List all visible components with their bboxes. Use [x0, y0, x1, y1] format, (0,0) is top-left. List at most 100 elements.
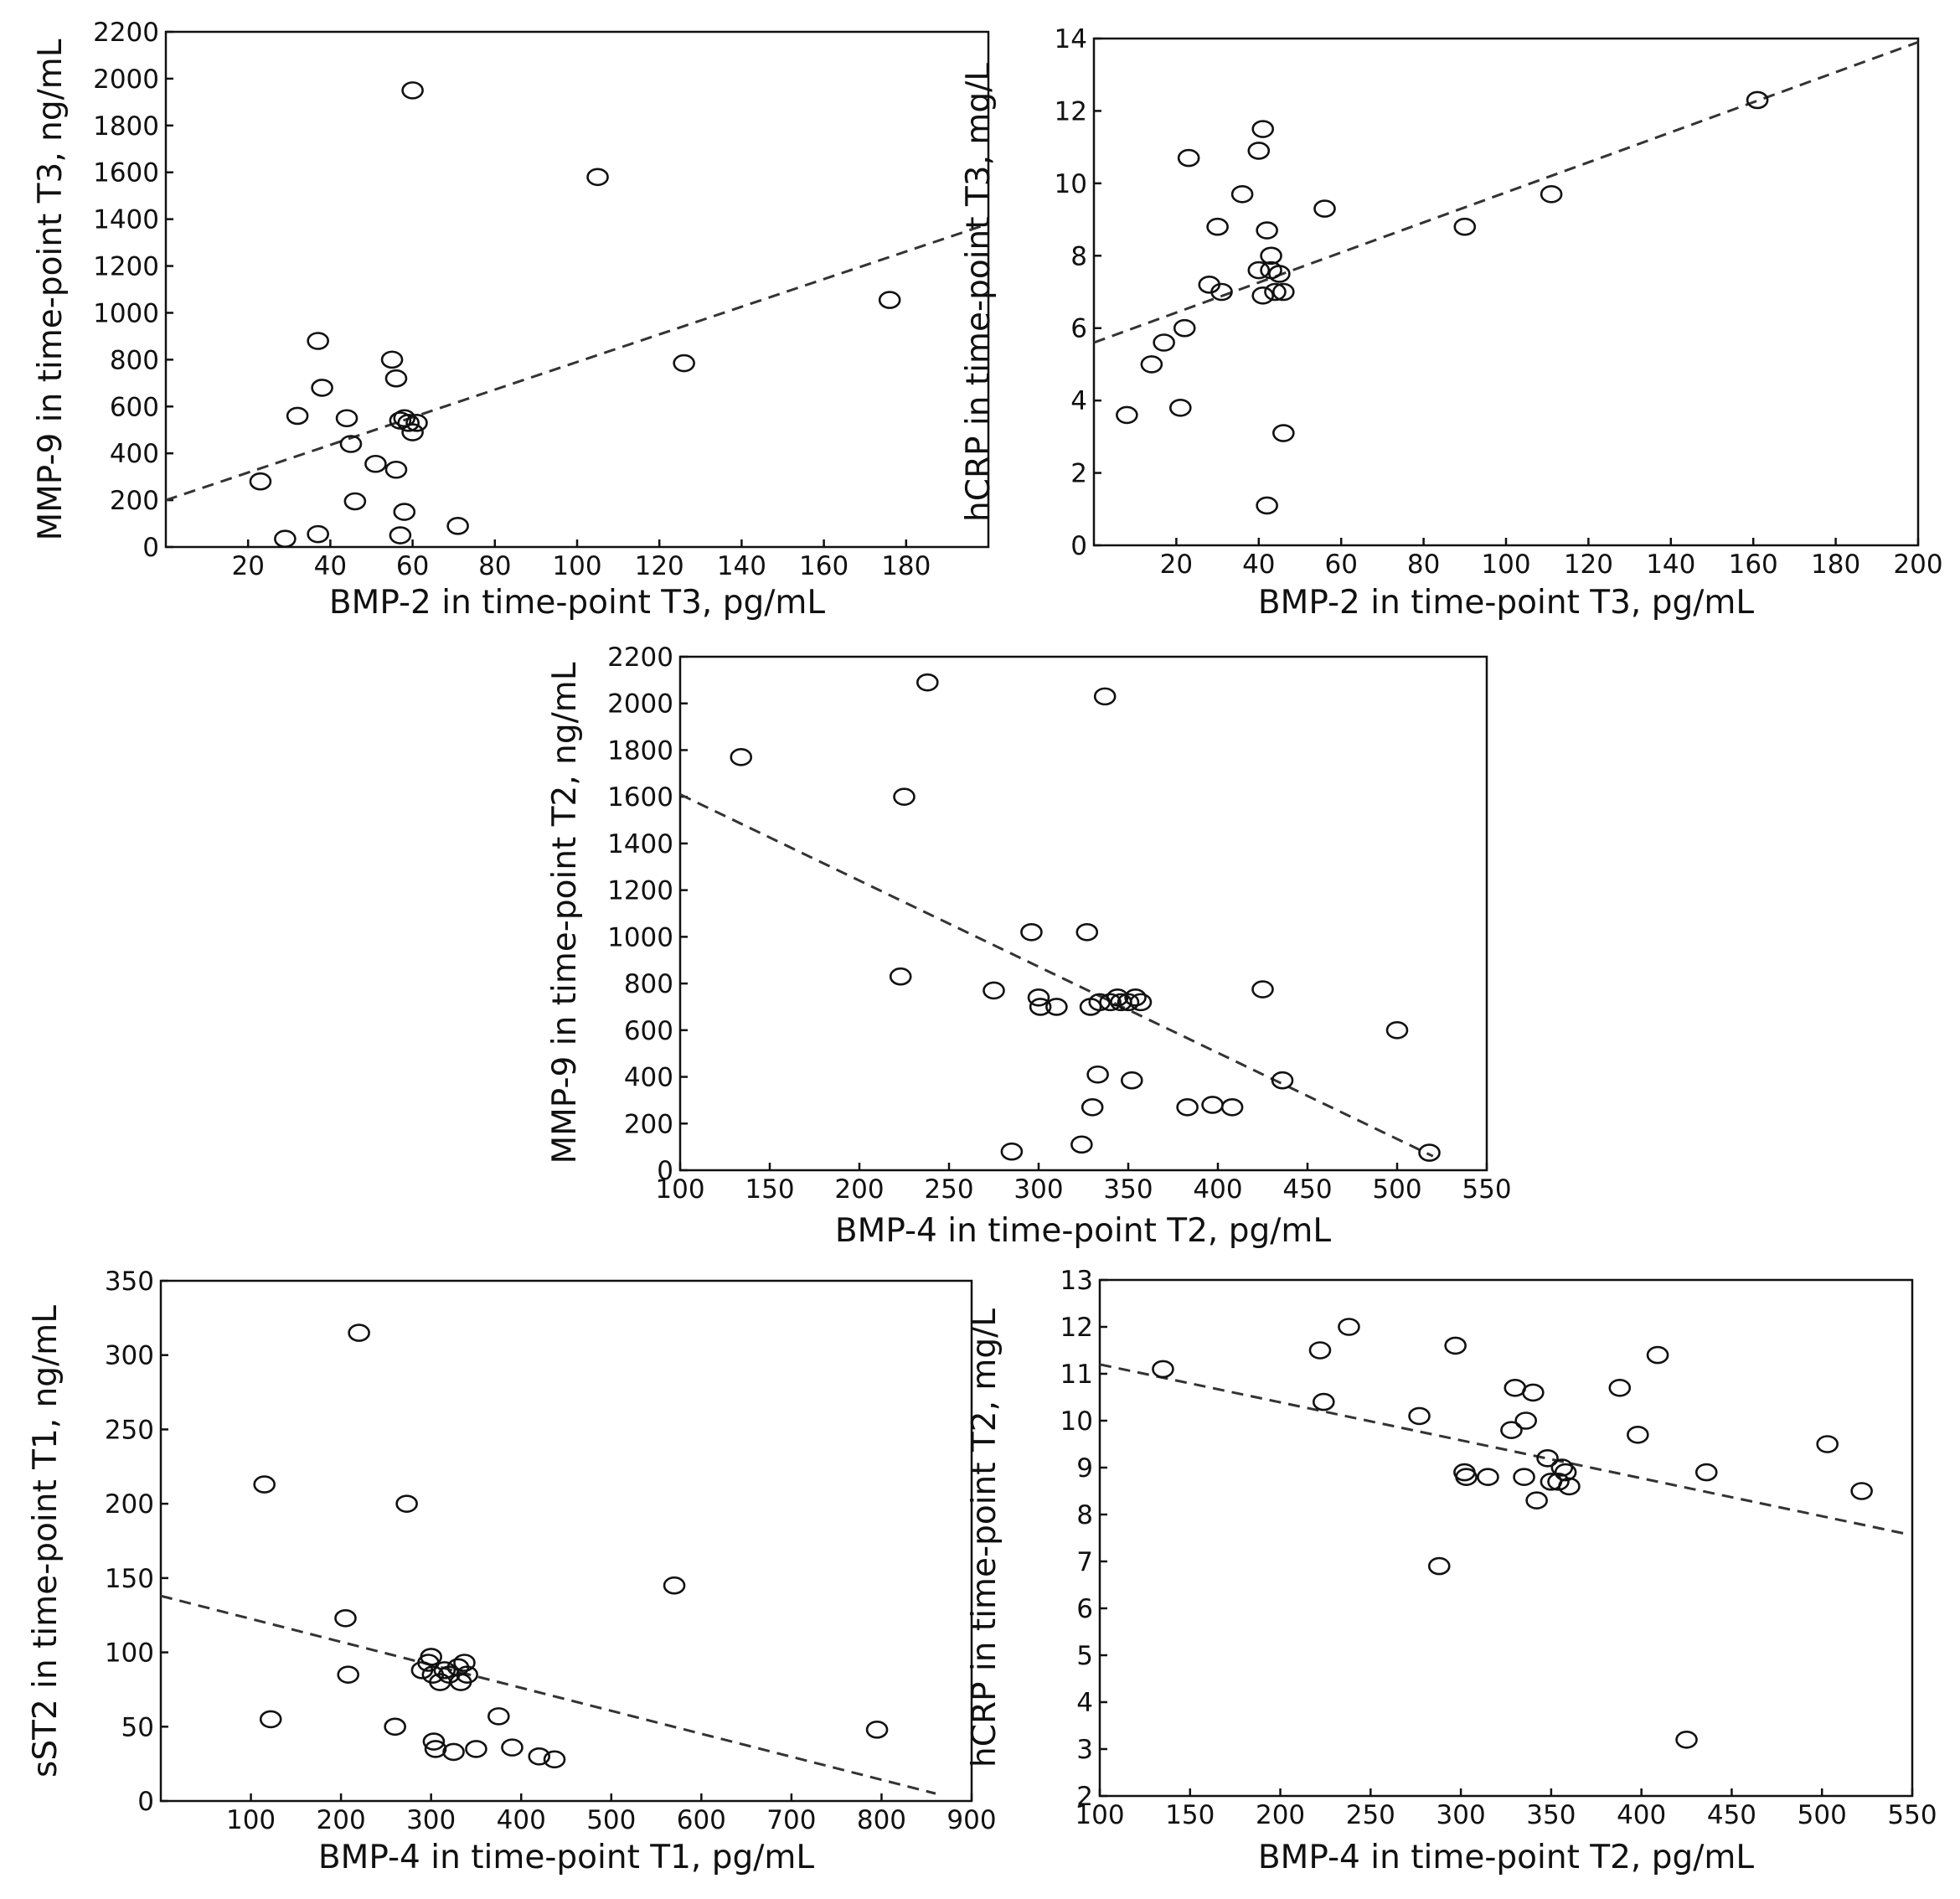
- y-axis-label: sST2 in time-point T1, ng/mL: [27, 1305, 64, 1778]
- y-tick-label: 1600: [93, 158, 159, 188]
- x-tick-label: 350: [1103, 1174, 1153, 1205]
- y-tick-label: 10: [1060, 1406, 1093, 1437]
- data-point: [1550, 1458, 1574, 1477]
- y-tick-label: 200: [624, 1109, 673, 1139]
- data-point: [1247, 142, 1271, 160]
- data-point: [422, 1732, 446, 1751]
- data-point: [1608, 1379, 1632, 1397]
- y-tick-label: 250: [105, 1415, 154, 1445]
- x-tick-label: 120: [1564, 550, 1613, 580]
- data-point: [1129, 993, 1153, 1012]
- data-point: [543, 1750, 566, 1769]
- data-point: [1247, 261, 1271, 280]
- plot-frame: [1098, 1278, 1914, 1798]
- y-tick-label: 12: [1055, 96, 1087, 126]
- data-point: [1153, 333, 1175, 352]
- data-point: [1746, 90, 1769, 110]
- x-tick-label: 150: [745, 1174, 794, 1205]
- x-tick-label: 200: [1256, 1800, 1305, 1830]
- data-point: [1116, 405, 1138, 425]
- data-point: [456, 1665, 478, 1684]
- data-point: [1070, 1135, 1093, 1154]
- plot-frame: [159, 1279, 973, 1803]
- data-point: [1408, 1406, 1431, 1426]
- x-tick-label: 400: [497, 1805, 546, 1835]
- data-point: [424, 1740, 447, 1758]
- data-point: [1427, 1556, 1451, 1576]
- x-tick-label: 100: [226, 1805, 276, 1835]
- data-point: [1173, 318, 1196, 338]
- x-tick-label: 20: [1160, 550, 1193, 580]
- trend-line: [1099, 1363, 1904, 1535]
- chart-panel-2: 20 40 60 80 100 120 140 160 180 200 0 2 4 6 8 10 12 14 BMP…: [960, 24, 1943, 622]
- x-tick-label: 100: [1481, 550, 1530, 580]
- data-point: [1027, 988, 1050, 1007]
- data-point: [1124, 988, 1147, 1007]
- data-point: [1264, 282, 1287, 302]
- y-axis-label: hCRP in time-point T2, mg/L: [966, 1308, 1003, 1767]
- y-tick-label: 1400: [93, 205, 159, 235]
- x-tick-label: 60: [1324, 550, 1357, 580]
- data-point: [528, 1747, 551, 1766]
- x-axis-label: BMP-4 in time-point T2, pg/mL: [835, 1212, 1331, 1250]
- data-point: [889, 967, 912, 986]
- x-tick-label: 250: [924, 1174, 973, 1205]
- data-point: [1251, 120, 1275, 138]
- x-tick-label: 400: [1617, 1800, 1666, 1830]
- data-point: [1694, 1463, 1718, 1482]
- x-tick-label: 100: [552, 551, 601, 581]
- x-tick-label: 180: [881, 551, 931, 581]
- data-point: [865, 1721, 889, 1739]
- x-tick-label: 500: [1798, 1800, 1847, 1830]
- x-axis-label: BMP-2 in time-point T3, pg/mL: [1258, 584, 1754, 622]
- data-point: [1455, 1468, 1478, 1486]
- data-point: [348, 1324, 370, 1342]
- y-axis-label: MMP-9 in time-point T2, ng/mL: [546, 662, 584, 1164]
- chart-panel-1: 20 40 60 80 100 120 140 160 18002004006008001000…: [32, 18, 990, 622]
- data-point: [420, 1648, 442, 1666]
- x-tick-label: 180: [1811, 550, 1860, 580]
- x-tick-label: 40: [314, 551, 347, 581]
- data-point: [1099, 993, 1122, 1012]
- x-tick-label: 150: [1165, 1800, 1215, 1830]
- y-tick-label: 1000: [607, 922, 673, 952]
- y-tick-label: 200: [110, 486, 159, 516]
- data-point: [1536, 1449, 1559, 1468]
- data-point: [1020, 922, 1043, 942]
- x-axis-label: BMP-4 in time-point T1, pg/mL: [318, 1839, 814, 1876]
- data-point: [384, 1717, 406, 1736]
- y-tick-label: 2: [1070, 459, 1087, 489]
- data-point: [384, 460, 408, 479]
- y-tick-label: 600: [110, 392, 159, 422]
- data-point: [453, 1654, 476, 1672]
- data-point: [384, 369, 408, 388]
- data-point: [1075, 922, 1099, 942]
- x-tick-label: 300: [1014, 1174, 1063, 1205]
- data-point: [1646, 1345, 1669, 1365]
- data-point: [1268, 265, 1291, 283]
- data-point: [253, 1475, 276, 1494]
- x-tick-label: 500: [586, 1805, 636, 1835]
- y-tick-label: 800: [110, 345, 159, 375]
- data-point: [1312, 1392, 1335, 1411]
- data-point: [1251, 286, 1275, 305]
- data-point: [1106, 988, 1129, 1007]
- data-point: [401, 81, 424, 100]
- trend-line: [160, 1594, 936, 1795]
- data-point: [1558, 1477, 1581, 1496]
- y-axis-label: hCRP in time-point T3, mg/L: [960, 63, 998, 522]
- data-point: [307, 524, 329, 544]
- data-point: [1251, 980, 1274, 999]
- y-tick-label: 8: [1076, 1500, 1093, 1530]
- x-axis-label: BMP-4 in time-point T2, pg/mL: [1258, 1839, 1754, 1876]
- x-tick-label: 80: [1407, 550, 1440, 580]
- data-point: [1210, 282, 1233, 302]
- x-tick-label: 450: [1282, 1174, 1332, 1205]
- y-tick-label: 6: [1070, 314, 1087, 344]
- data-point: [311, 379, 333, 397]
- data-point: [1256, 496, 1278, 515]
- trend-line: [679, 793, 1434, 1158]
- data-point: [249, 472, 272, 491]
- data-point: [1308, 1341, 1332, 1360]
